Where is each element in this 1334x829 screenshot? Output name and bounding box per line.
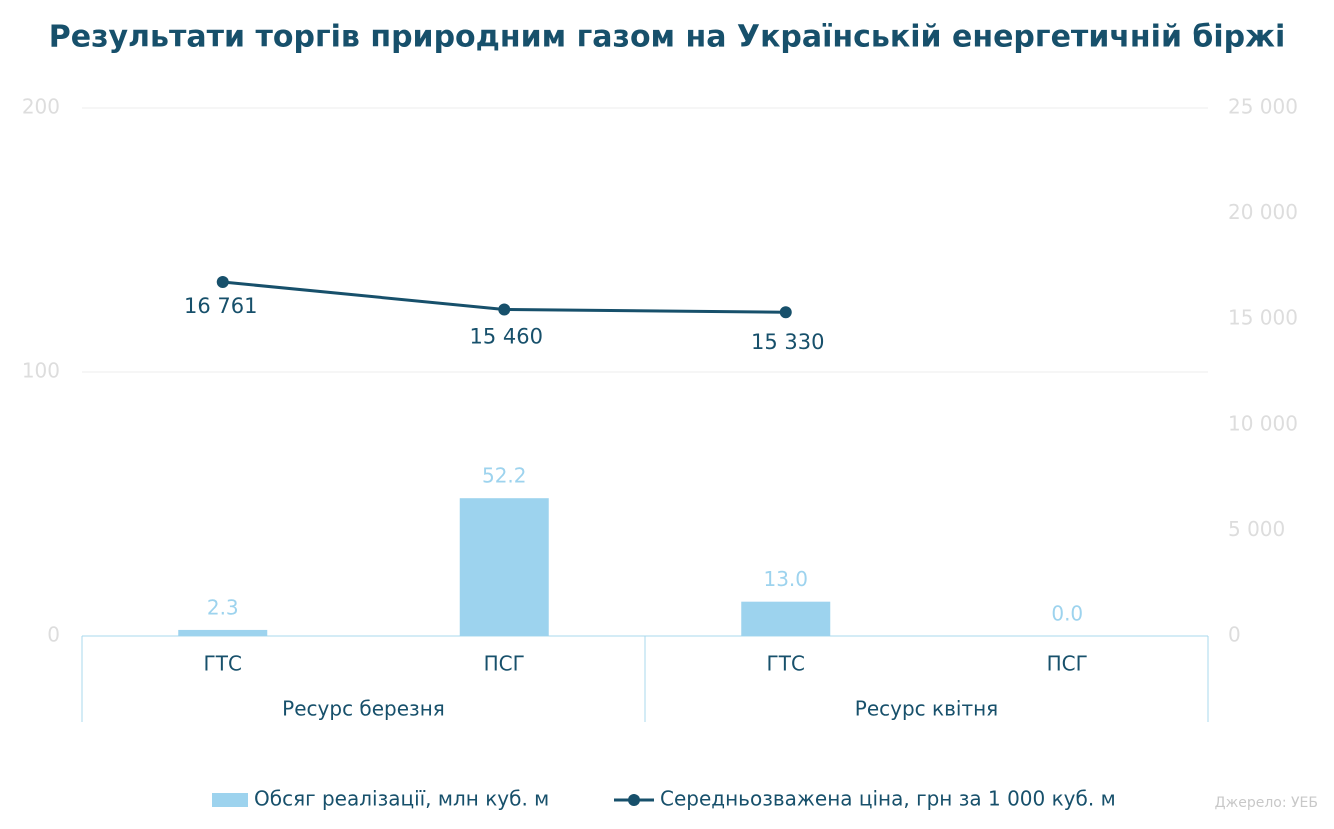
bar	[741, 601, 831, 636]
chart-title: Результати торгів природним газом на Укр…	[49, 20, 1286, 55]
x-tick-label: ПСГ	[484, 652, 525, 676]
source: Джерело: УЕБ	[1215, 795, 1318, 811]
line-point	[216, 276, 229, 289]
y-tick-label: 0	[47, 623, 60, 647]
y2-tick-label: 15 000	[1228, 306, 1298, 330]
bar-value-label: 2.3	[207, 595, 239, 619]
line-value-label: 15 460	[470, 324, 543, 348]
line-point	[779, 306, 792, 319]
bar	[178, 629, 268, 636]
bar	[459, 498, 549, 636]
legend-label: Середньозважена ціна, грн за 1 000 куб. …	[660, 787, 1116, 811]
legend-dot	[628, 794, 640, 806]
line-value-label: 15 330	[751, 330, 824, 354]
x-tick-label: ГТС	[767, 652, 805, 676]
y-tick-label: 100	[22, 359, 60, 383]
y2-tick-label: 10 000	[1228, 411, 1298, 435]
y2-tick-label: 5 000	[1228, 517, 1285, 541]
legend-label: Обсяг реалізації, млн куб. м	[254, 787, 549, 811]
bar-value-label: 52.2	[482, 464, 527, 488]
line-point	[498, 303, 511, 316]
x-tick-label: ПСГ	[1047, 652, 1088, 676]
group-label: Ресурс березня	[282, 697, 445, 721]
group-label: Ресурс квітня	[855, 697, 998, 721]
x-tick-label: ГТС	[204, 652, 242, 676]
y-tick-label: 200	[22, 95, 60, 119]
y2-tick-label: 0	[1228, 623, 1241, 647]
line-value-label: 16 761	[184, 294, 257, 318]
bar-value-label: 0.0	[1051, 602, 1083, 626]
legend-swatch	[212, 793, 248, 807]
y2-tick-label: 25 000	[1228, 95, 1298, 119]
y2-tick-label: 20 000	[1228, 200, 1298, 224]
bar-value-label: 13.0	[763, 567, 808, 591]
